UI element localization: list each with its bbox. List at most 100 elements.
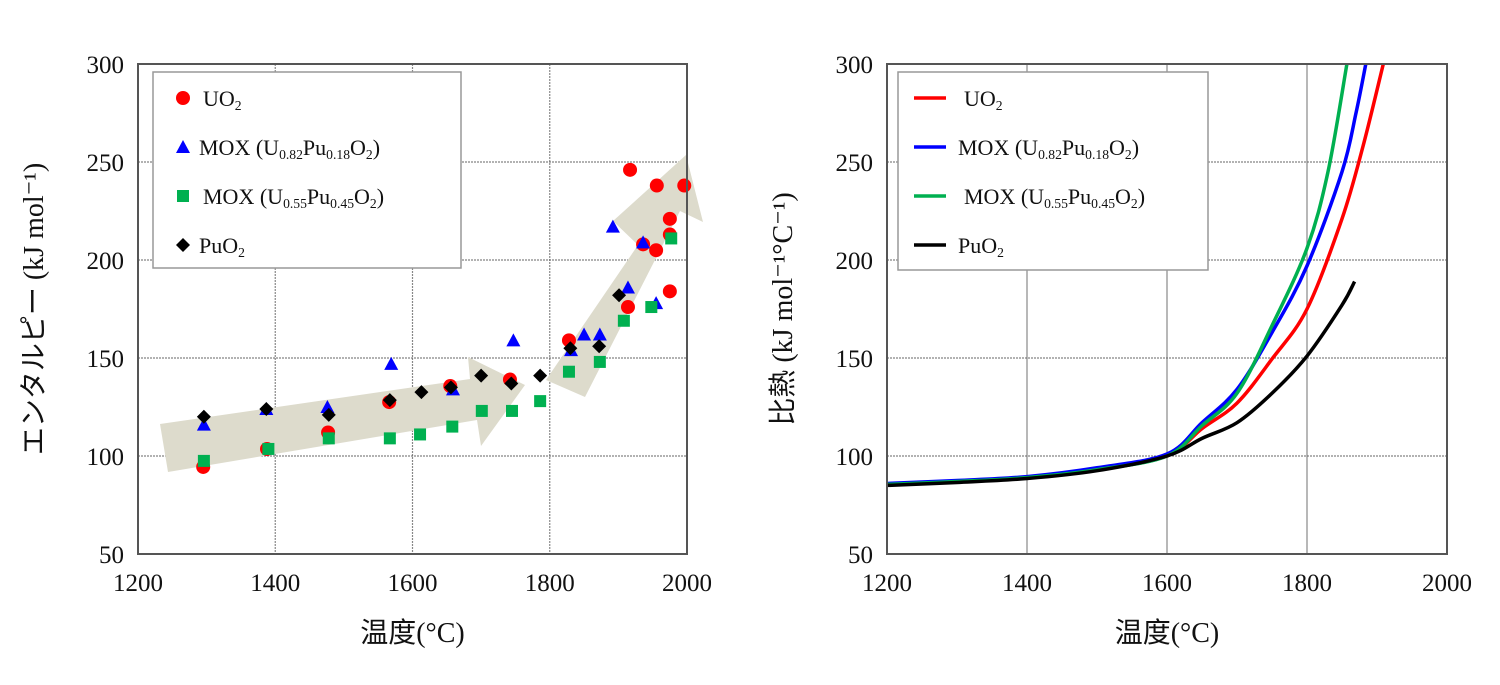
legend-box: [897, 71, 1209, 271]
x-tick-label: 2000: [1422, 570, 1472, 597]
data-point-square: [322, 432, 335, 445]
label-part: O: [1109, 135, 1125, 160]
legend-item: PuO2: [914, 233, 1004, 260]
subscript: 2: [366, 147, 373, 162]
data-point-diamond: [612, 288, 627, 303]
y-tick-label: 200: [87, 248, 125, 275]
y-tick-label: 50: [99, 542, 124, 569]
plot-frame: [886, 63, 1448, 555]
legend-item: UO2: [914, 86, 1003, 113]
legend-label: PuO2: [199, 233, 245, 260]
subscript: 0.18: [326, 147, 350, 162]
data-point-diamond: [443, 380, 458, 395]
label-part: PuO: [958, 233, 997, 258]
data-point-circle: [662, 284, 677, 299]
subscript: 2: [238, 245, 245, 260]
data-point-triangle: [620, 280, 635, 294]
plot-frame: [137, 63, 688, 555]
data-point-diamond: [414, 385, 429, 400]
y-tick-label: 100: [836, 444, 874, 471]
data-point-circle: [677, 178, 692, 193]
subscript: 0.82: [1038, 147, 1062, 162]
subscript: 2: [997, 245, 1004, 260]
subscript: 2: [370, 196, 377, 211]
subscript: 0.45: [1091, 196, 1115, 211]
y-tick-label: 200: [836, 248, 874, 275]
data-point-diamond: [563, 341, 578, 356]
data-point-triangle: [384, 356, 399, 370]
series-2: [197, 232, 678, 467]
data-point-square: [414, 428, 427, 441]
legend-label: MOX (U0.55Pu0.45O2): [203, 184, 384, 211]
label-part: MOX (U: [964, 184, 1044, 209]
data-point-diamond: [176, 238, 190, 252]
y-tick-label: 150: [836, 346, 874, 373]
x-tick-label: 1200: [862, 570, 912, 597]
data-point-triangle: [196, 417, 211, 431]
label-part: ): [377, 184, 384, 209]
data-point-circle: [649, 243, 664, 258]
legend-item: MOX (U0.82Pu0.18O2): [176, 135, 380, 162]
specific-heat-chart: 1200 1400 1600 1800 2000 50 100 150 200 250 300 温度(…: [767, 52, 1472, 649]
data-point-square: [446, 420, 459, 433]
data-point-circle: [620, 300, 635, 315]
legend-item: MOX (U0.55Pu0.45O2): [914, 184, 1145, 211]
legend-item: UO2: [176, 86, 242, 113]
label-part: Pu: [1068, 184, 1091, 209]
data-point-diamond: [259, 401, 274, 416]
subscript: 2: [235, 98, 242, 113]
y-tick-label: 300: [87, 52, 125, 79]
data-point-triangle: [577, 327, 592, 341]
label-part: ): [1132, 135, 1139, 160]
data-point-diamond: [533, 368, 548, 383]
legend-label: UO2: [964, 86, 1003, 113]
label-part: PuO: [199, 233, 238, 258]
data-point-square: [534, 395, 547, 408]
data-point-diamond: [474, 368, 489, 383]
data-point-circle: [623, 162, 638, 177]
x-tick-label: 1600: [388, 570, 438, 597]
subscript: 0.55: [1044, 196, 1068, 211]
legend-label: UO2: [203, 86, 242, 113]
label-part: Pu: [307, 184, 330, 209]
data-point-diamond: [504, 376, 519, 391]
x-tick-label: 1600: [1142, 570, 1192, 597]
legend-item: MOX (U0.82Pu0.18O2): [914, 135, 1139, 162]
data-point-square: [383, 432, 396, 445]
data-point-square: [506, 404, 519, 417]
data-point-triangle: [636, 235, 651, 249]
x-tick-label: 1400: [1002, 570, 1052, 597]
x-tick-label: 1800: [525, 570, 575, 597]
y-tick-label: 50: [848, 542, 873, 569]
data-point-square: [197, 454, 210, 467]
subscript: 0.82: [279, 147, 303, 162]
y-tick-label: 300: [836, 52, 874, 79]
data-point-diamond: [382, 393, 397, 408]
trend-arrow-low-temperature: [160, 357, 525, 472]
subscript: 0.45: [330, 196, 354, 211]
y-tick-label: 150: [87, 346, 125, 373]
data-point-diamond: [592, 339, 607, 354]
data-point-square: [617, 314, 630, 327]
y-tick-label: 250: [87, 150, 125, 177]
label-part: Pu: [303, 135, 326, 160]
data-point-triangle: [320, 400, 335, 413]
x-tick-label: 1200: [113, 570, 163, 597]
label-part: O: [1115, 184, 1131, 209]
data-point-circle: [176, 91, 190, 105]
subscript: 2: [1125, 147, 1132, 162]
legend-item: PuO2: [176, 233, 245, 260]
data-point-square: [593, 355, 606, 368]
data-point-circle: [662, 211, 677, 226]
label-part: MOX (U: [203, 184, 283, 209]
data-point-square: [262, 442, 275, 455]
data-point-triangle: [605, 219, 620, 233]
x-tick-label: 1800: [1282, 570, 1332, 597]
data-point-square: [177, 190, 189, 202]
y-axis-label: エンタルピー (kJ mol⁻¹): [19, 163, 50, 455]
data-point-square: [475, 404, 488, 417]
data-point-triangle: [592, 327, 607, 341]
label-part: O: [354, 184, 370, 209]
subscript: 0.55: [283, 196, 307, 211]
